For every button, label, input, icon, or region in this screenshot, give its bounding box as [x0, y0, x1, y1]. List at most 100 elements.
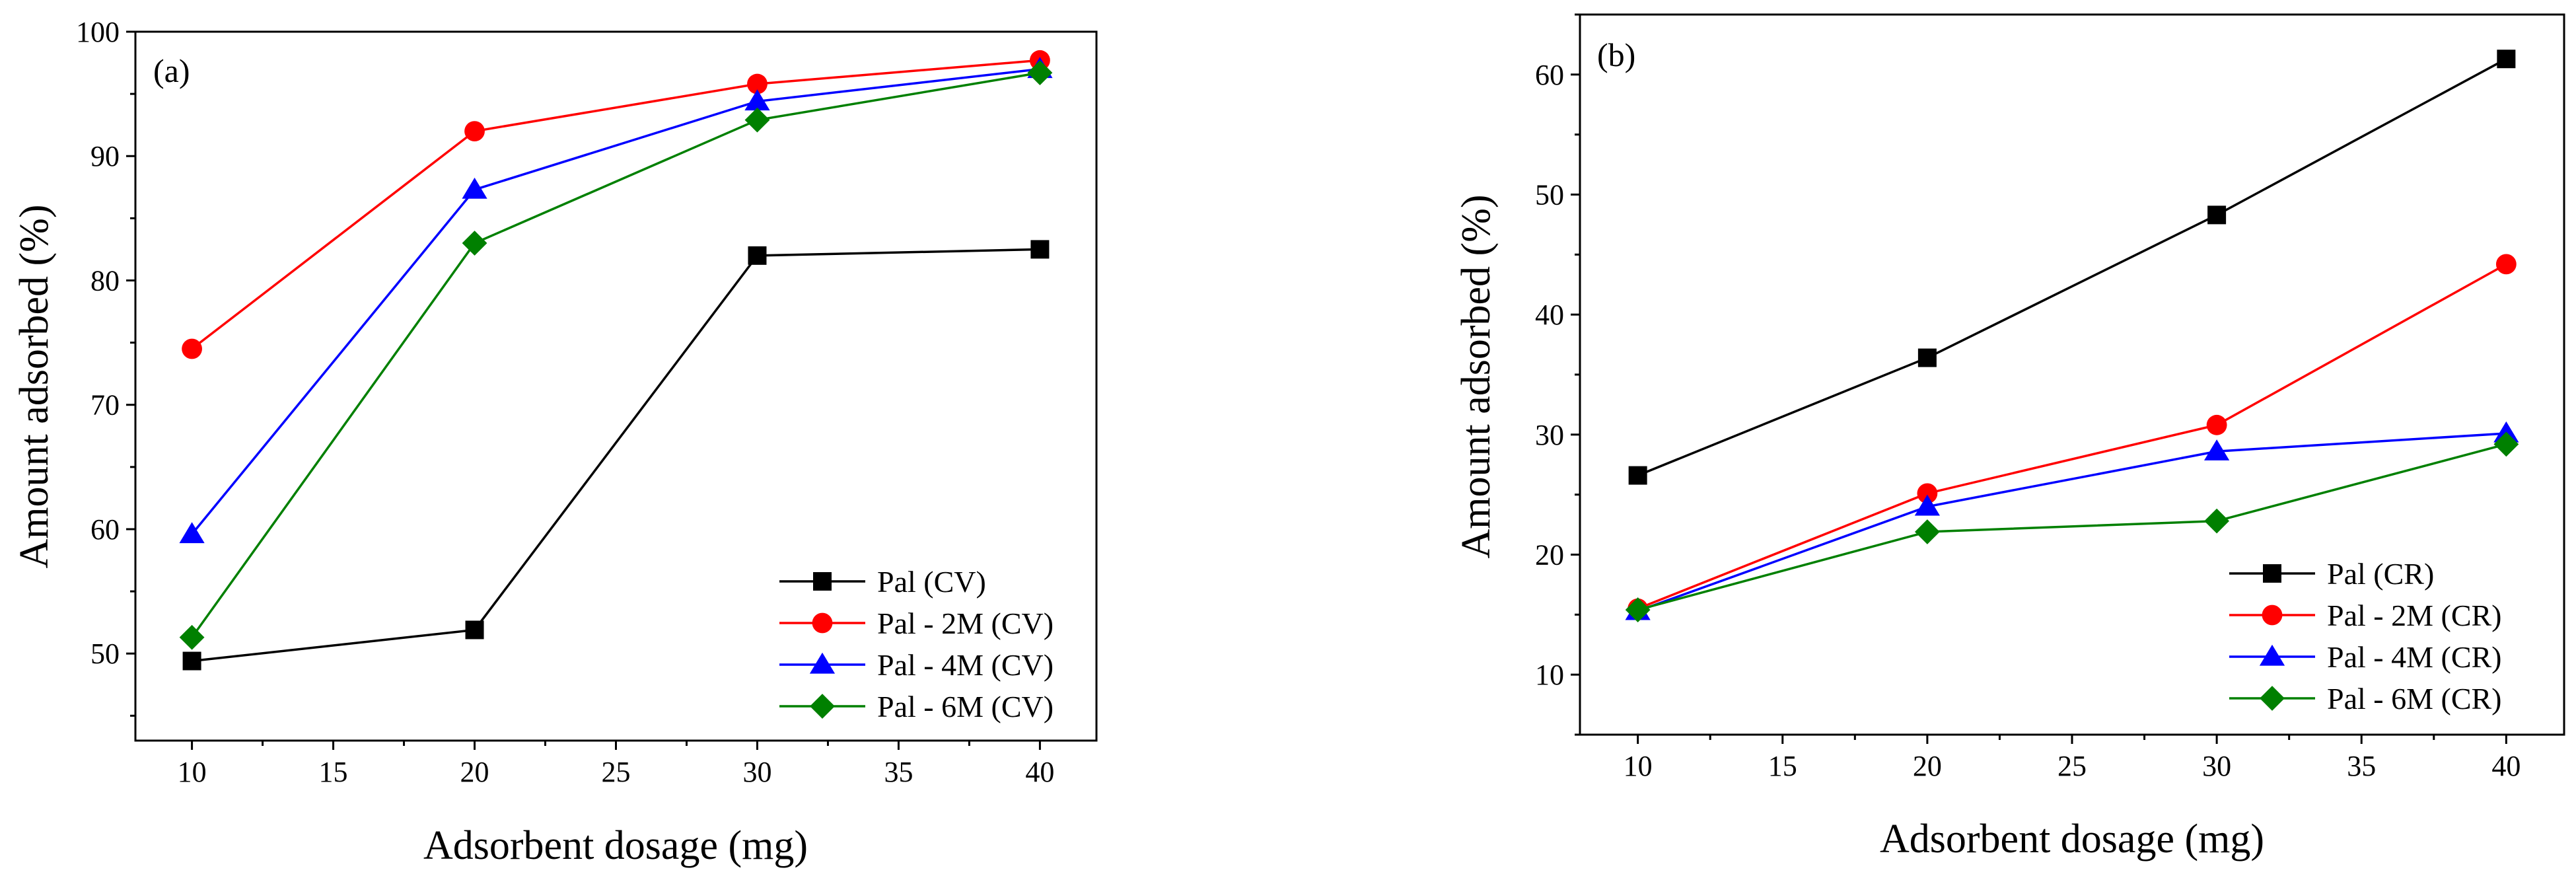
legend-label: Pal - 2M (CV): [877, 606, 1054, 640]
legend: Pal (CR) Pal - 2M (CR) Pal - 4M (CR) Pal - …: [2229, 557, 2502, 715]
data-point: [179, 624, 205, 650]
data-point: [1917, 348, 1937, 367]
legend-item-pal-cr: Pal (CR): [2229, 557, 2434, 591]
y-tick-label: 30: [1535, 419, 1564, 451]
legend-label: Pal - 4M (CV): [877, 648, 1054, 682]
y-axis-title: Amount adsorbed (%): [1454, 195, 1499, 559]
legend-marker: [809, 652, 836, 674]
legend-item-pal-cv: Pal (CV): [779, 565, 986, 599]
x-tick-label: 30: [2202, 750, 2231, 782]
y-axis-ticks: 10 20 30 40 50 60: [1535, 13, 1580, 736]
series-line: [1637, 57, 2507, 477]
legend: Pal (CV) Pal - 2M (CV) Pal - 4M (CV) Pal - …: [779, 565, 1054, 723]
legend-item-pal-4m-cv: Pal - 4M (CV): [779, 648, 1054, 682]
legend-label: Pal (CR): [2327, 557, 2434, 591]
y-tick-label: 100: [76, 16, 120, 48]
legend-marker: [813, 572, 832, 591]
series-line: [192, 248, 1040, 663]
x-axis-ticks: 10 15 20 25 30 35 40: [1624, 735, 2521, 782]
y-tick-label: 70: [90, 389, 120, 422]
data-point: [179, 522, 205, 544]
series-line: [1637, 432, 2507, 612]
y-axis-title: Amount adsorbed (%): [12, 205, 57, 569]
y-tick-label: 90: [90, 140, 120, 172]
x-tick-label: 15: [319, 756, 348, 788]
legend-marker: [2262, 605, 2283, 626]
legend-label: Pal - 6M (CR): [2327, 682, 2502, 715]
series-line: [191, 67, 1040, 535]
panel-label: (a): [153, 52, 190, 89]
data-point: [2206, 414, 2227, 435]
legend-item-pal-6m-cr: Pal - 6M (CR): [2229, 682, 2502, 715]
series-line: [191, 71, 1040, 638]
legend-label: Pal - 6M (CV): [877, 690, 1054, 723]
legend-item-pal-2m-cr: Pal - 2M (CR): [2229, 599, 2502, 632]
x-axis-ticks: 10 15 20 25 30 35 40: [178, 741, 1054, 788]
y-tick-label: 60: [1535, 59, 1564, 91]
x-tick-label: 25: [602, 756, 631, 788]
data-point: [182, 338, 202, 359]
x-tick-label: 10: [178, 756, 207, 788]
x-tick-label: 15: [1768, 750, 1797, 782]
x-tick-label: 35: [884, 756, 913, 788]
panel-label: (b): [1597, 36, 1635, 73]
series-pal-cv: [182, 240, 1050, 671]
data-point: [2204, 508, 2230, 534]
y-tick-label: 20: [1535, 539, 1564, 571]
series-line: [1637, 263, 2507, 610]
legend-marker: [812, 612, 833, 634]
y-tick-label: 50: [90, 638, 120, 670]
data-point: [1027, 60, 1053, 86]
chart-panel-b: 10 15 20 25 30 35 40 10 20 30 40 50 60 (b) Adsorben…: [1454, 13, 2565, 862]
data-point: [1030, 240, 1050, 259]
data-point: [465, 620, 484, 640]
data-point: [1917, 483, 1938, 504]
series-layer: [1625, 50, 2519, 622]
data-point: [2493, 431, 2519, 457]
legend-item-pal-4m-cr: Pal - 4M (CR): [2229, 640, 2502, 674]
x-tick-label: 40: [2491, 750, 2521, 782]
legend-marker: [2259, 644, 2285, 666]
x-tick-label: 25: [2057, 750, 2087, 782]
data-point: [747, 73, 768, 94]
series-layer: [179, 50, 1053, 671]
x-axis-title: Adsorbent dosage (mg): [423, 823, 808, 868]
y-tick-label: 60: [90, 513, 120, 546]
x-tick-label: 10: [1624, 750, 1653, 782]
x-tick-label: 30: [742, 756, 771, 788]
series-pal-6m-cr: [1625, 431, 2519, 622]
legend-item-pal-2m-cv: Pal - 2M (CV): [779, 606, 1054, 640]
legend-marker: [2263, 564, 2281, 583]
y-tick-label: 50: [1535, 179, 1564, 211]
y-tick-label: 10: [1535, 659, 1564, 691]
series-line: [191, 59, 1040, 350]
data-point: [462, 231, 487, 256]
x-tick-label: 40: [1025, 756, 1054, 788]
y-tick-label: 40: [1535, 299, 1564, 331]
legend-marker: [2260, 686, 2285, 711]
y-axis-ticks: 50 60 70 80 90 100: [76, 16, 135, 717]
series-pal-4m-cv: [179, 57, 1053, 544]
data-point: [2497, 50, 2516, 69]
x-tick-label: 20: [1913, 750, 1942, 782]
chart-panel-a: 10 15 20 25 30 35 40 50 60 70 80 90 100 (a) Adsorbe…: [12, 16, 1098, 868]
data-point: [744, 89, 770, 111]
x-tick-label: 20: [460, 756, 489, 788]
x-tick-label: 35: [2347, 750, 2376, 782]
data-point: [1628, 466, 1647, 485]
legend-label: Pal (CV): [877, 565, 986, 599]
data-point: [2495, 254, 2517, 275]
legend-marker: [810, 694, 835, 719]
data-point: [462, 177, 487, 199]
data-point: [182, 651, 201, 671]
series-pal-2m-cv: [182, 50, 1050, 359]
data-point: [1914, 494, 1940, 516]
data-point: [744, 107, 770, 133]
y-tick-label: 80: [90, 264, 120, 297]
data-point: [2207, 205, 2227, 225]
x-axis-title: Adsorbent dosage (mg): [1880, 817, 2264, 862]
data-point: [2204, 439, 2230, 460]
legend-label: Pal - 2M (CR): [2327, 599, 2502, 632]
data-point: [1625, 597, 1651, 622]
